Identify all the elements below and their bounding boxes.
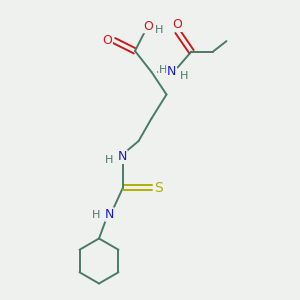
Text: H: H [92, 209, 100, 220]
Text: N: N [105, 208, 114, 221]
Text: H: H [104, 155, 113, 165]
Text: N: N [167, 65, 176, 78]
Text: N: N [118, 150, 127, 164]
Text: H: H [180, 70, 188, 81]
Text: H: H [155, 25, 163, 35]
Text: H: H [159, 64, 167, 75]
Text: O: O [143, 20, 153, 33]
Text: S: S [154, 181, 163, 194]
Text: O: O [173, 18, 182, 32]
Text: O: O [103, 34, 112, 47]
